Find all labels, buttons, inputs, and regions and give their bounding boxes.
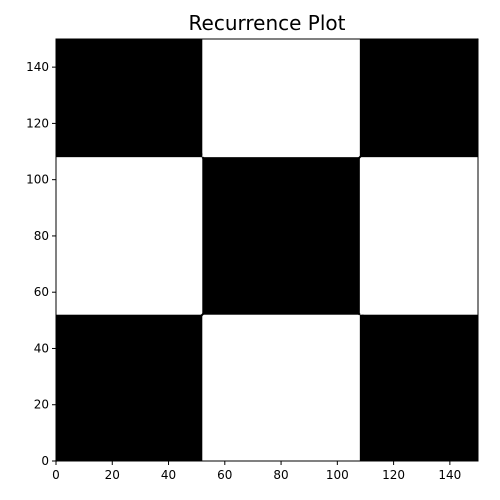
y-axis: 0 20 40 60 80 100 120 140 [26,60,56,468]
x-tick-label-100: 100 [326,468,349,482]
y-tick-label-140: 140 [26,60,49,74]
recurrent-line-0 [55,38,479,462]
x-axis: 0 20 40 60 80 100 120 140 [52,461,461,482]
recurrent-line-1 [201,156,361,316]
x-tick-label-40: 40 [161,468,176,482]
x-tick-label-20: 20 [105,468,120,482]
x-tick-label-0: 0 [52,468,60,482]
plot-area [55,38,479,462]
plot-frame [55,38,479,462]
y-tick-label-120: 120 [26,116,49,130]
x-tick-label-120: 120 [382,468,405,482]
x-tick-label-140: 140 [438,468,461,482]
recurrent-region-4 [359,314,478,461]
y-tick-label-0: 0 [41,454,49,468]
y-tick-label-60: 60 [34,285,49,299]
y-tick-label-40: 40 [34,341,49,355]
y-tick-label-80: 80 [34,229,49,243]
recurrent-region-3 [56,39,203,158]
y-tick-label-100: 100 [26,173,49,187]
x-tick-label-80: 80 [273,468,288,482]
y-tick-label-20: 20 [34,398,49,412]
x-tick-label-60: 60 [217,468,232,482]
chart-title: Recurrence Plot [189,11,346,35]
